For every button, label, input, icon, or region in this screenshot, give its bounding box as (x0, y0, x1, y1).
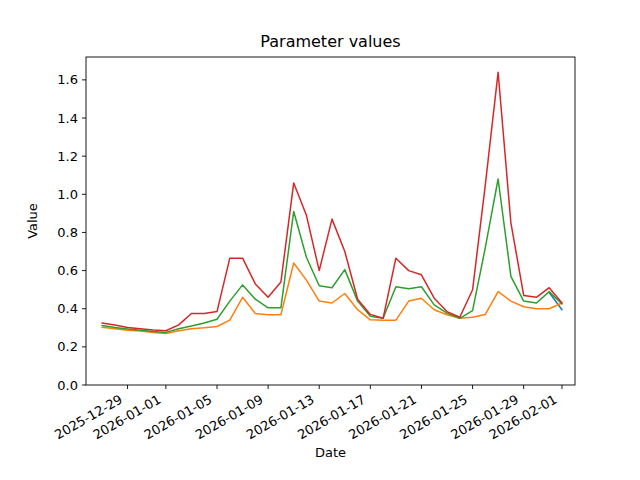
x-axis-label: Date (315, 445, 346, 460)
chart-canvas: 0.00.20.40.60.81.01.21.41.6 2025-12-2920… (0, 0, 640, 480)
y-tick-label: 1.6 (57, 72, 78, 87)
y-tick-label: 0.8 (57, 225, 78, 240)
y-tick-label: 0.6 (57, 263, 78, 278)
y-tick-label: 1.4 (57, 111, 78, 126)
chart-title: Parameter values (260, 32, 400, 51)
y-tick-label: 1.2 (57, 149, 78, 164)
y-tick-label: 0.0 (57, 378, 78, 393)
y-tick-label: 1.0 (57, 187, 78, 202)
y-tick-label: 0.2 (57, 339, 78, 354)
y-tick-label: 0.4 (57, 301, 78, 316)
y-axis-label: Value (25, 203, 40, 239)
figure: 0.00.20.40.60.81.01.21.41.6 2025-12-2920… (0, 0, 640, 480)
